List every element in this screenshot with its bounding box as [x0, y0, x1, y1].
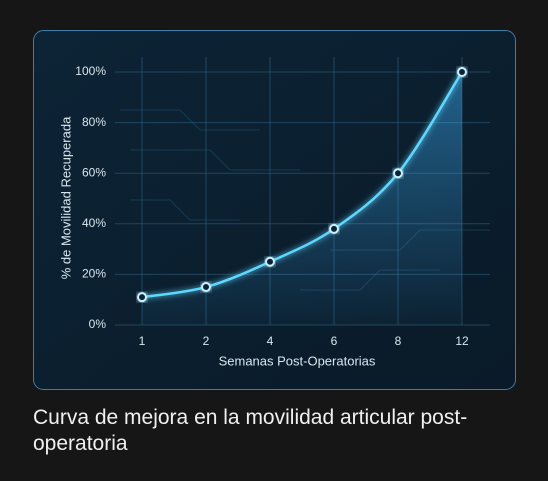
point [265, 256, 275, 267]
y-tick-label: 40% [82, 216, 106, 230]
point [457, 67, 467, 77]
x-tick-label: 4 [267, 334, 274, 348]
caption: Curva de mejora en la movilidad articula… [33, 406, 468, 455]
x-tick-label: 12 [455, 334, 469, 348]
x-tick-label: 1 [139, 334, 146, 348]
y-axis-label: % de Movilidad Recuperada [58, 116, 73, 279]
y-tick-label: 80% [82, 115, 106, 129]
y-tick-label: 60% [82, 165, 106, 179]
x-tick-label: 8 [395, 334, 402, 348]
y-tick-label: 100% [75, 64, 106, 78]
point [329, 223, 339, 234]
chart: % de Movilidad Recuperada Semanas Post-O… [33, 30, 516, 390]
x-tick-label: 6 [331, 334, 338, 348]
point [201, 282, 211, 293]
x-axis-label: Semanas Post-Operatorias [219, 353, 376, 368]
point [137, 292, 147, 303]
y-tick-label: 20% [82, 267, 106, 281]
x-tick-label: 2 [203, 334, 210, 348]
point [393, 168, 403, 179]
y-tick-label: 0% [89, 317, 107, 331]
area [142, 72, 462, 325]
